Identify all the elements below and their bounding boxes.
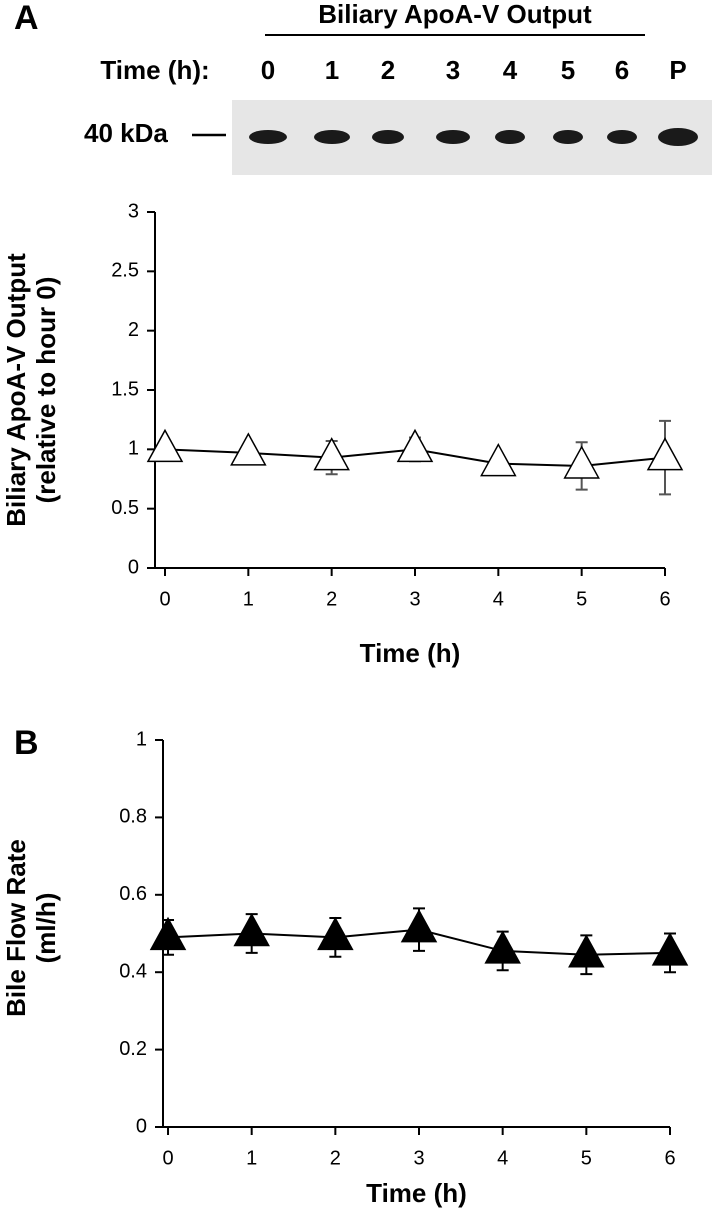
lane-label: P [669,55,686,85]
data-point [313,437,350,471]
y-axis-title: (ml/h) [31,893,61,964]
lane-label: 1 [325,55,339,85]
data-point [568,934,605,968]
x-tick-label: 6 [664,1147,675,1169]
x-tick-label: 6 [659,588,670,610]
y-tick-label: 2.5 [111,260,139,282]
blot-band [495,130,525,144]
x-tick-label: 1 [243,588,254,610]
lane-label: 0 [261,55,275,85]
lane-label: 5 [561,55,575,85]
y-tick-label: 1 [136,728,147,750]
blot-band [436,130,470,144]
data-point [484,930,521,964]
lane-label: 6 [615,55,629,85]
data-point [396,428,434,463]
y-tick-label: 1 [128,438,139,460]
y-tick-label: 0.2 [119,1038,147,1060]
x-tick-label: 0 [159,588,170,610]
panel-label: A [14,0,39,37]
y-tick-label: 0.8 [119,806,147,828]
x-tick-label: 2 [326,588,337,610]
data-point [651,932,689,966]
panel-label: B [14,724,39,762]
blot-band [658,128,698,146]
y-axis-title: (relative to hour 0) [31,277,61,504]
y-tick-label: 0.4 [119,960,147,982]
data-point [400,909,438,943]
marker-label: 40 kDa [84,118,168,148]
lane-label: 2 [381,55,395,85]
x-tick-label: 3 [413,1147,424,1169]
x-tick-label: 4 [497,1147,508,1169]
x-axis-title: Time (h) [366,1178,467,1208]
data-point [646,437,684,471]
blot-image [232,100,712,175]
blot-title: Biliary ApoA-V Output [318,0,592,29]
x-tick-label: 3 [409,588,420,610]
y-tick-label: 0 [136,1115,147,1137]
y-tick-label: 0.5 [111,497,139,519]
x-tick-label: 2 [330,1147,341,1169]
blot-band [372,130,404,144]
data-point [563,445,600,479]
data-point [149,916,187,951]
data-point [480,443,517,477]
data-point [230,432,267,466]
x-tick-label: 5 [576,588,587,610]
time-label: Time (h): [100,55,209,85]
lane-label: 4 [503,55,518,85]
y-tick-label: 1.5 [111,378,139,400]
y-tick-label: 2 [128,319,139,341]
y-tick-label: 3 [128,200,139,222]
blot-band [249,130,287,144]
y-tick-label: 0.6 [119,883,147,905]
blot-band [553,130,583,144]
y-tick-label: 0 [128,556,139,578]
x-tick-label: 0 [162,1147,173,1169]
data-point [146,428,184,463]
blot-band [607,130,637,144]
lane-label: 3 [446,55,460,85]
data-point [233,912,270,947]
data-point [317,916,354,951]
x-tick-label: 4 [493,588,504,610]
blot-band [314,130,350,144]
y-axis-title: Biliary ApoA-V Output [1,253,31,527]
y-axis-title: Bile Flow Rate [1,839,31,1017]
x-tick-label: 5 [581,1147,592,1169]
x-axis-title: Time (h) [360,638,461,668]
x-tick-label: 1 [246,1147,257,1169]
